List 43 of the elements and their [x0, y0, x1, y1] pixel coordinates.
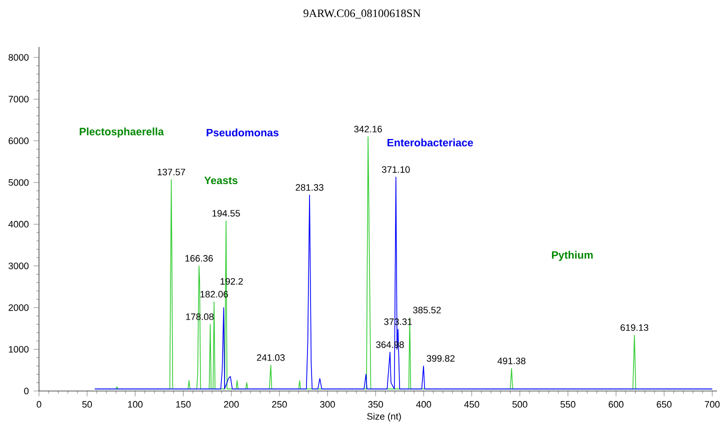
x-tick-label: 400 — [416, 401, 432, 408]
x-tick-label: 600 — [608, 401, 624, 408]
y-tick-label: 2000 — [8, 304, 29, 311]
annotation: Yeasts — [204, 176, 238, 184]
x-tick-label: 0 — [36, 401, 42, 408]
annotation: Pseudomonas — [206, 128, 278, 136]
y-tick-label: 8000 — [8, 54, 29, 61]
x-tick-label: 500 — [512, 401, 528, 408]
annotation: 385.52 — [413, 306, 441, 314]
annotation: 491.38 — [498, 358, 526, 364]
annotation: 137.57 — [158, 168, 186, 176]
x-axis-title: Size (nt) — [367, 412, 401, 422]
x-tick-label: 150 — [176, 401, 191, 408]
y-tick-label: 3000 — [8, 262, 29, 270]
x-tick-label: 250 — [272, 401, 287, 408]
annotation: 194.55 — [212, 210, 240, 217]
x-tick-label: 200 — [224, 401, 239, 408]
x-tick-label: 450 — [464, 401, 480, 408]
x-tick-label: 650 — [656, 401, 672, 408]
annotation: 399.82 — [426, 355, 455, 362]
y-tick-label: 4000 — [8, 220, 29, 228]
x-tick-label: 100 — [128, 401, 143, 408]
chart-title: 9ARW.C06_08100618SN — [304, 10, 421, 19]
annotation: 281.33 — [296, 184, 324, 191]
annotation: 241.03 — [256, 354, 285, 361]
y-tick-label: 7000 — [8, 96, 29, 102]
y-tick-label: 1000 — [8, 346, 29, 353]
annotation: 619.13 — [620, 324, 648, 331]
x-tick-label: 50 — [82, 401, 92, 408]
x-tick-label: 300 — [320, 401, 335, 408]
x-tick-label: 350 — [368, 401, 384, 408]
annotation: 342.16 — [354, 126, 382, 132]
y-tick-label: 6000 — [8, 138, 29, 144]
annotation: Pythium — [552, 250, 593, 261]
x-tick-label: 550 — [560, 401, 576, 408]
x-tick-label: 700 — [704, 401, 720, 408]
y-tick-label: 0 — [24, 388, 29, 394]
annotation: 371.10 — [382, 166, 410, 173]
annotation: Plectosphaerella — [80, 128, 164, 138]
y-tick-label: 5000 — [8, 179, 29, 186]
annotation: 166.36 — [185, 255, 213, 262]
line-series — [94, 176, 713, 390]
annotation: Enterobacteriace — [388, 138, 473, 146]
